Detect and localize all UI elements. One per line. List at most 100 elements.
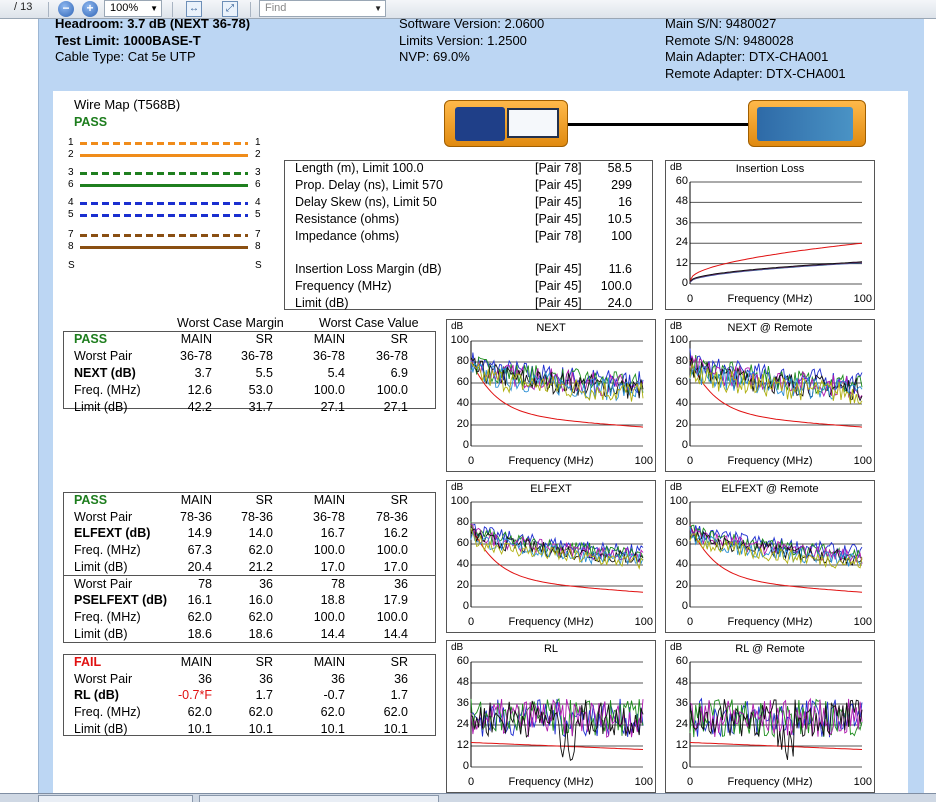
chart-ytick-label: 40 <box>456 558 469 570</box>
table-col-header: MAIN <box>313 655 345 669</box>
table-cell: 12.6 <box>187 383 212 397</box>
wire-line <box>80 154 248 157</box>
chart-ytick-label: 20 <box>675 579 688 591</box>
zoom-out-button[interactable]: − <box>58 1 74 17</box>
chart-series-line <box>689 699 863 760</box>
wiremap-pin-right: 2 <box>255 149 261 160</box>
wiremap-pin-left: 7 <box>68 229 74 240</box>
table-result: FAIL <box>74 655 102 669</box>
chart-title: Insertion Loss <box>735 163 805 175</box>
chart-plot <box>689 501 863 608</box>
chart-xlabel: Frequency (MHz) <box>508 776 594 788</box>
table-cell: 16.1 <box>187 593 212 608</box>
chart-xtick-label: 100 <box>634 776 653 788</box>
table-cell: 36 <box>259 576 273 591</box>
find-placeholder: Find <box>265 2 287 14</box>
chart-ytick-label: 80 <box>456 516 469 528</box>
summary-value: 10.5 <box>607 212 632 226</box>
table-row-label: Worst Pair <box>74 349 133 363</box>
summary-pair: [Pair 45] <box>535 262 582 276</box>
chart-xtick-label: 0 <box>468 616 475 628</box>
chart-ytick-label: 20 <box>456 418 469 430</box>
summary-value: 100.0 <box>600 279 632 293</box>
next-table-frame <box>63 331 436 409</box>
chart-ytick-label: 24 <box>456 718 469 730</box>
summary-value: 16 <box>618 195 632 209</box>
table-result: PASS <box>74 332 108 346</box>
table-cell: 100.0 <box>313 383 345 397</box>
chart-series-line <box>689 525 863 559</box>
test-limit-text: Test Limit: 1000BASE-T <box>55 32 201 48</box>
chart-series-line <box>689 261 863 283</box>
table-cell: 18.8 <box>320 593 345 608</box>
chart-xtick-label: 100 <box>634 455 653 467</box>
chart-series-line <box>689 261 863 282</box>
table-cell: 14.4 <box>383 626 408 641</box>
wiremap-pin-left: 1 <box>68 137 74 148</box>
cable-type-text: Cable Type: Cat 5e UTP <box>55 49 196 64</box>
rl-results-table: FAIL MAIN SR MAIN SR Worst Pair 36 36 36 36 RL (dB… <box>63 648 436 740</box>
chart-ylabel: dB <box>451 321 464 332</box>
summary-panel: Length (m), Limit 100.0 [Pair 78] 58.5 Prop… <box>284 160 653 310</box>
table-row-label: Worst Pair <box>74 576 133 591</box>
summary-pair: [Pair 78] <box>535 161 582 175</box>
zoom-select[interactable]: 100% ▼ <box>104 0 162 17</box>
taskbar-item[interactable] <box>38 795 193 802</box>
chart-limit-line <box>689 742 863 750</box>
chart-series-line <box>689 262 863 283</box>
table-cell: 17.0 <box>383 559 408 574</box>
chart-plot <box>470 340 644 447</box>
zoom-value: 100% <box>110 2 139 14</box>
main-sn-text: Main S/N: 9480027 <box>665 19 777 31</box>
wire-line <box>80 214 248 217</box>
table-row-label: PSELFEXT (dB) <box>74 593 168 608</box>
report-header: Headroom: 3.7 dB (NEXT 36-78) Test Limit… <box>39 19 925 91</box>
chart-panel: NEXT @ Remote dB 0 20 40 60 80 100 0 100 Frequency… <box>665 319 875 472</box>
wiremap-pin-left: S <box>68 260 75 271</box>
table-cell: 36 <box>198 671 212 686</box>
chart-ytick-label: 0 <box>681 760 688 772</box>
find-input[interactable]: Find ▼ <box>259 0 386 17</box>
table-cell: 36-78 <box>241 349 273 363</box>
table-cell: -0.7*F <box>177 688 212 703</box>
table-cell: 78-36 <box>241 509 273 524</box>
taskbar-item[interactable] <box>199 795 439 802</box>
fit-page-icon[interactable]: ⤢ <box>222 1 238 17</box>
table-cell: -0.7 <box>323 688 345 703</box>
table-cell: 5.4 <box>327 366 345 380</box>
chart-plot <box>689 340 863 447</box>
chart-ytick-label: 40 <box>675 397 688 409</box>
wiremap-title: Wire Map (T568B) <box>74 97 181 112</box>
summary-label: Impedance (ohms) <box>295 229 400 243</box>
wiremap-pin-left: 8 <box>68 241 74 252</box>
table-cell: 100.0 <box>376 543 408 558</box>
chart-ylabel: dB <box>670 642 683 653</box>
wiremap-pin-right: 5 <box>255 209 261 220</box>
table-cell: 36 <box>259 671 273 686</box>
chart-ytick-label: 0 <box>462 439 469 451</box>
pdf-toolbar: / 13 − + 100% ▼ ↔ ⤢ Find ▼ <box>0 0 936 19</box>
zoom-in-button[interactable]: + <box>82 1 98 17</box>
chart-ytick-label: 60 <box>456 376 469 388</box>
chart-limit-line <box>470 742 644 750</box>
chart-xlabel: Frequency (MHz) <box>727 616 813 628</box>
chevron-down-icon: ▼ <box>374 4 382 13</box>
wire-line <box>80 172 248 175</box>
header-left: Headroom: 3.7 dB (NEXT 36-78) Test Limit… <box>55 19 250 66</box>
worst-case-value-header: Worst Case Value <box>319 316 419 330</box>
limits-version-text: Limits Version: 1.2500 <box>399 32 527 48</box>
summary-pair: [Pair 45] <box>535 212 582 226</box>
page-count: / 13 <box>14 1 33 13</box>
chart-plot <box>689 661 863 768</box>
table-cell: 67.3 <box>187 543 212 558</box>
table-row-label: Worst Pair <box>74 509 133 524</box>
table-cell: 20.4 <box>187 559 212 574</box>
wiremap-pin-left: 5 <box>68 209 74 220</box>
chevron-down-icon: ▼ <box>150 4 158 13</box>
chart-xtick-label: 100 <box>853 293 872 305</box>
table-row-label: Limit (dB) <box>74 626 128 641</box>
table-cell: 3.7 <box>194 366 212 380</box>
chart-title: ELFEXT <box>530 483 572 495</box>
table-result: PASS <box>74 493 108 507</box>
fit-width-icon[interactable]: ↔ <box>186 1 202 17</box>
